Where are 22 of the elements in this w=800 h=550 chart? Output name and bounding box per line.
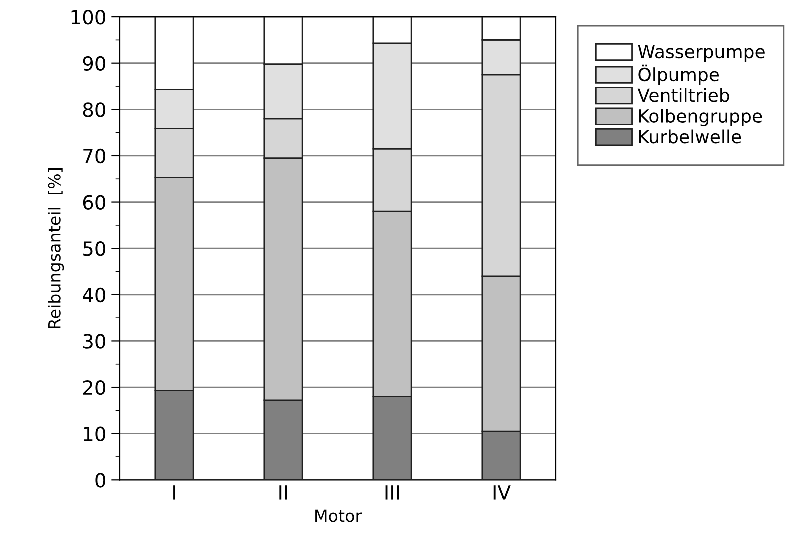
legend-label: Wasserpumpe xyxy=(638,45,765,62)
y-tick-label: 50 xyxy=(84,242,106,256)
x-tick-label: IV xyxy=(494,486,511,500)
y-tick-label: 0 xyxy=(96,473,106,488)
y-tick-label: 70 xyxy=(84,148,106,164)
legend-label: Ventiltrieb xyxy=(638,88,730,102)
x-tick-label: I xyxy=(174,486,176,500)
x-tick-label: II xyxy=(280,486,288,500)
y-tick-label: 100 xyxy=(72,10,106,25)
legend-label: Ölpumpe xyxy=(638,64,720,86)
y-tick-label: 20 xyxy=(83,380,106,396)
y-tick-label: 10 xyxy=(84,426,106,442)
y-tick-label: 80 xyxy=(83,102,106,118)
y-tick-label: 40 xyxy=(83,288,106,303)
y-tick-label: 30 xyxy=(84,334,106,349)
y-axis-title: Reibungsanteil [%] xyxy=(48,168,64,328)
y-tick-label: 90 xyxy=(83,56,106,72)
legend-label: Kurbelwelle xyxy=(639,130,742,144)
y-tick-label: 60 xyxy=(83,195,106,210)
legend-label: Kolbengruppe xyxy=(639,109,762,127)
x-tick-label: III xyxy=(386,486,400,500)
x-axis-title: Motor xyxy=(316,510,362,522)
